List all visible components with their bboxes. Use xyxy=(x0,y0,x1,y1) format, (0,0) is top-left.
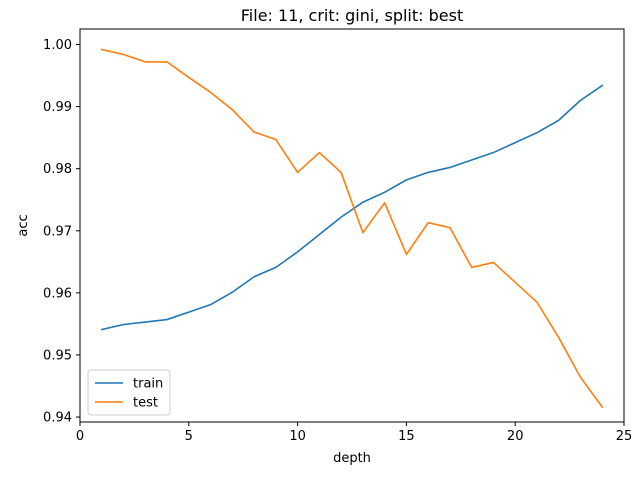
x-axis: 0 5 10 15 20 25 xyxy=(76,422,632,444)
x-tick-label: 0 xyxy=(76,429,84,444)
plot-area xyxy=(100,48,604,409)
x-tick-label: 10 xyxy=(289,429,306,444)
y-tick-label: 0.96 xyxy=(43,286,72,301)
y-tick-label: 0.97 xyxy=(43,224,72,239)
series-line-train xyxy=(100,84,604,331)
legend-box xyxy=(87,369,171,416)
y-tick-label: 0.98 xyxy=(43,162,72,177)
axes-frame xyxy=(79,28,625,423)
y-tick-label: 0.94 xyxy=(43,411,72,426)
y-tick-label: 1.00 xyxy=(43,38,72,53)
x-tick-label: 20 xyxy=(507,429,524,444)
chart-title: File: 11, crit: gini, split: best xyxy=(241,6,463,25)
legend: train test xyxy=(87,369,171,416)
y-tick-label: 0.95 xyxy=(43,348,72,363)
x-axis-label: depth xyxy=(333,451,371,466)
x-tick-label: 15 xyxy=(398,429,415,444)
legend-label-train: train xyxy=(133,377,163,392)
y-axis: 0.94 0.95 0.96 0.97 0.98 0.99 1.00 xyxy=(43,38,80,426)
y-axis-label: acc xyxy=(16,214,31,236)
x-tick-label: 5 xyxy=(185,429,193,444)
legend-label-test: test xyxy=(133,396,158,411)
y-tick-label: 0.99 xyxy=(43,100,72,115)
x-tick-label: 25 xyxy=(616,429,633,444)
series-line-test xyxy=(100,48,604,409)
